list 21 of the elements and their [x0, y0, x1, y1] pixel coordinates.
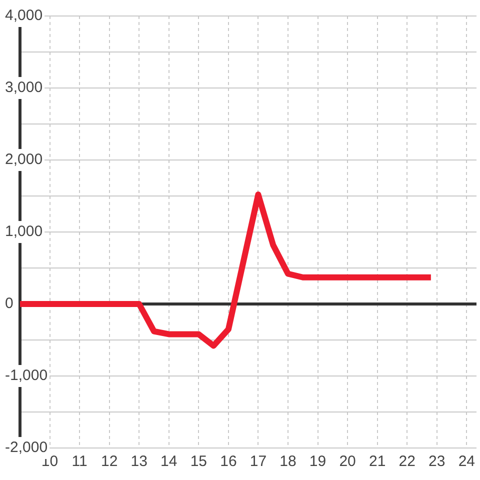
x-tick-label: 17	[250, 453, 267, 470]
x-tick-label: 20	[339, 453, 356, 470]
x-tick-label: 19	[309, 453, 326, 470]
x-tick-label: 18	[280, 453, 296, 470]
x-tick-label: 24	[458, 453, 475, 470]
x-tick-label: 14	[160, 453, 178, 470]
x-tick-label: 11	[72, 453, 88, 470]
x-tick-label: 21	[368, 453, 386, 470]
y-tick-label: -1,000	[5, 367, 48, 384]
x-tick-label: 22	[398, 453, 416, 470]
y-tick-label: 2,000	[5, 151, 43, 168]
x-tick-label: 23	[428, 453, 446, 470]
x-tick-label: 13	[130, 453, 148, 470]
x-tick-label: 15	[190, 453, 208, 470]
x-tick-label: 12	[100, 453, 118, 470]
x-tick-label: 16	[220, 453, 237, 470]
y-tick-label: 3,000	[5, 79, 43, 96]
y-tick-label: 4,000	[5, 7, 43, 24]
y-tick-label: -2,000	[5, 439, 48, 456]
y-tick-label: 1,000	[5, 223, 43, 240]
y-tick-label: 0	[5, 295, 14, 312]
